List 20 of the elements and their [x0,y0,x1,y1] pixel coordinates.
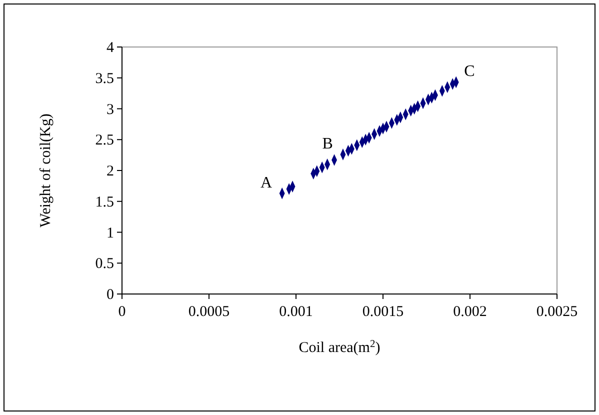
x-tick-label: 0.0015 [362,304,404,320]
y-tick-label: 3 [106,102,114,118]
x-axis-title: Coil area(m$^{2}$) [298,338,380,356]
annotation: A [260,174,273,192]
y-tick-label: 3.5 [95,70,114,87]
y-tick-label: 0 [106,287,114,303]
x-tick-label: 0.0005 [188,304,230,320]
y-tick-label: 1.5 [95,194,114,210]
annotation: C [464,63,475,80]
y-tick-label: 1 [106,225,114,242]
y-tick-label: 2 [106,164,114,180]
y-tick-label: 2.5 [95,132,114,149]
annotation: B [322,135,333,152]
y-tick-label: 4 [106,40,114,56]
y-axis-title: Weight of coil(Kg) [38,114,54,228]
x-tick-label: 0 [118,304,126,320]
y-tick-label: 0.5 [95,256,114,272]
x-tick-label: 0.0025 [536,304,578,320]
x-tick-label: 0.002 [453,304,487,320]
x-tick-label: 0.001 [279,304,313,320]
